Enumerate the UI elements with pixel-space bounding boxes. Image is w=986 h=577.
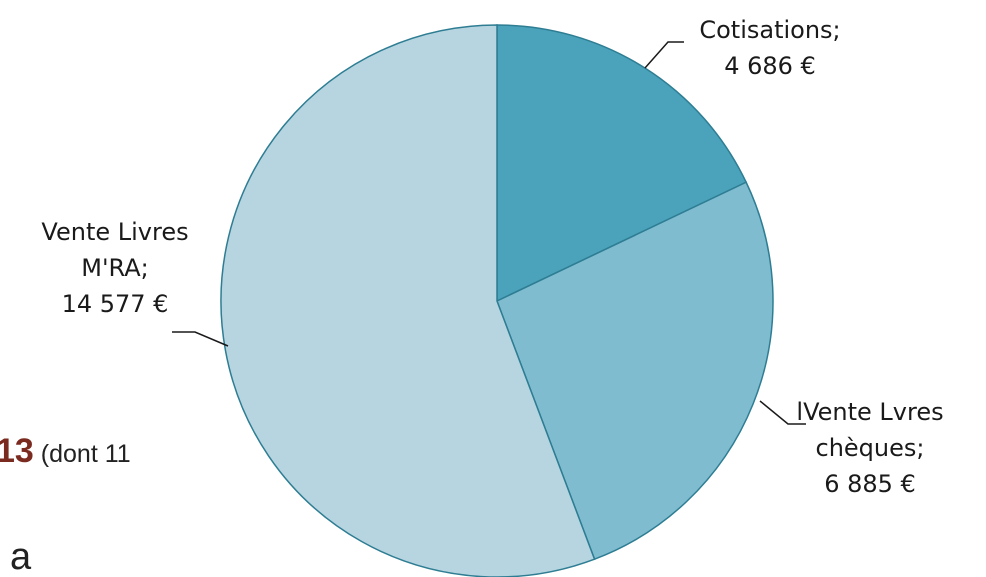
background-text-dont: (dont 11 xyxy=(40,440,131,468)
pie-slice-lvente-lvres-ch-ques xyxy=(496,181,774,561)
slice-label-line: 4 686 € xyxy=(724,52,816,80)
slice-label-line: Cotisations; xyxy=(699,16,840,44)
slice-label: lVente Lvres chèques; 6 885 € xyxy=(796,398,943,498)
slice-label-line: chèques; xyxy=(816,434,925,462)
slice-label-line: M'RA; xyxy=(81,254,149,282)
slice-label-line: 14 577 € xyxy=(62,290,169,318)
background-number-fragment: 13 xyxy=(0,432,34,470)
slice-label-line: lVente Lvres xyxy=(796,398,943,426)
background-letter-fragment: a xyxy=(10,536,32,577)
slice-label: Cotisations; 4 686 € xyxy=(699,16,840,80)
pie-slice-vente-livres-m-ra xyxy=(220,24,596,577)
slice-label-line: Vente Livres xyxy=(41,218,188,246)
leader-line xyxy=(172,331,229,347)
background-text-fragment: 13 (dont 11 xyxy=(0,432,131,471)
slice-label: Vente Livres M'RA; 14 577 € xyxy=(41,218,188,318)
pie-slice-cotisations xyxy=(496,24,748,303)
leader-line xyxy=(759,400,806,425)
slice-label-line: 6 885 € xyxy=(824,470,916,498)
leader-line xyxy=(644,41,684,69)
